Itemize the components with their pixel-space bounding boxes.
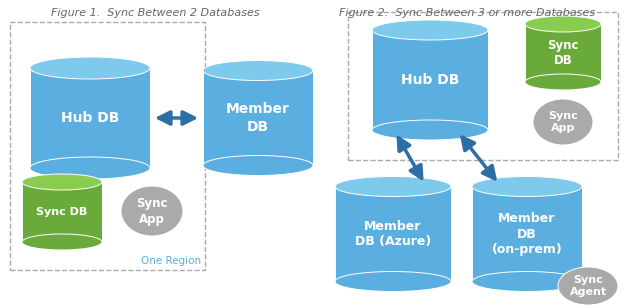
Ellipse shape [372, 120, 488, 140]
Ellipse shape [558, 267, 618, 305]
Text: Member
DB (Azure): Member DB (Azure) [355, 220, 431, 249]
Text: Sync
DB: Sync DB [547, 38, 578, 67]
Text: Member
DB
(on-prem): Member DB (on-prem) [492, 212, 562, 257]
Ellipse shape [372, 20, 488, 40]
Text: One Region: One Region [141, 256, 201, 266]
Ellipse shape [533, 99, 593, 145]
Text: Sync DB: Sync DB [36, 207, 87, 217]
Ellipse shape [472, 271, 582, 291]
Ellipse shape [335, 176, 451, 197]
Bar [525, 24, 601, 82]
Ellipse shape [22, 174, 102, 190]
Ellipse shape [22, 234, 102, 250]
Bar [348, 12, 618, 160]
Bar [10, 22, 205, 270]
Text: Member
DB: Member DB [226, 102, 290, 134]
Bar [472, 187, 582, 282]
Text: Sync
App: Sync App [548, 111, 578, 133]
Bar [22, 182, 102, 242]
Ellipse shape [525, 74, 601, 90]
Ellipse shape [121, 186, 183, 236]
Text: Figure 2.  Sync Between 3 or more Databases: Figure 2. Sync Between 3 or more Databas… [339, 8, 595, 18]
Ellipse shape [30, 157, 150, 179]
Ellipse shape [30, 57, 150, 79]
Text: Figure 1.  Sync Between 2 Databases: Figure 1. Sync Between 2 Databases [51, 8, 260, 18]
Ellipse shape [525, 16, 601, 32]
Bar [203, 71, 313, 165]
Ellipse shape [203, 156, 313, 176]
Text: Sync
Agent: Sync Agent [570, 275, 607, 297]
Text: Sync
App: Sync App [136, 197, 168, 225]
Bar [335, 187, 451, 282]
Bar [30, 68, 150, 168]
Ellipse shape [472, 176, 582, 197]
Text: Hub DB: Hub DB [61, 111, 119, 125]
Ellipse shape [335, 271, 451, 291]
Text: Hub DB: Hub DB [401, 73, 459, 87]
Bar [372, 30, 488, 130]
Ellipse shape [203, 60, 313, 80]
